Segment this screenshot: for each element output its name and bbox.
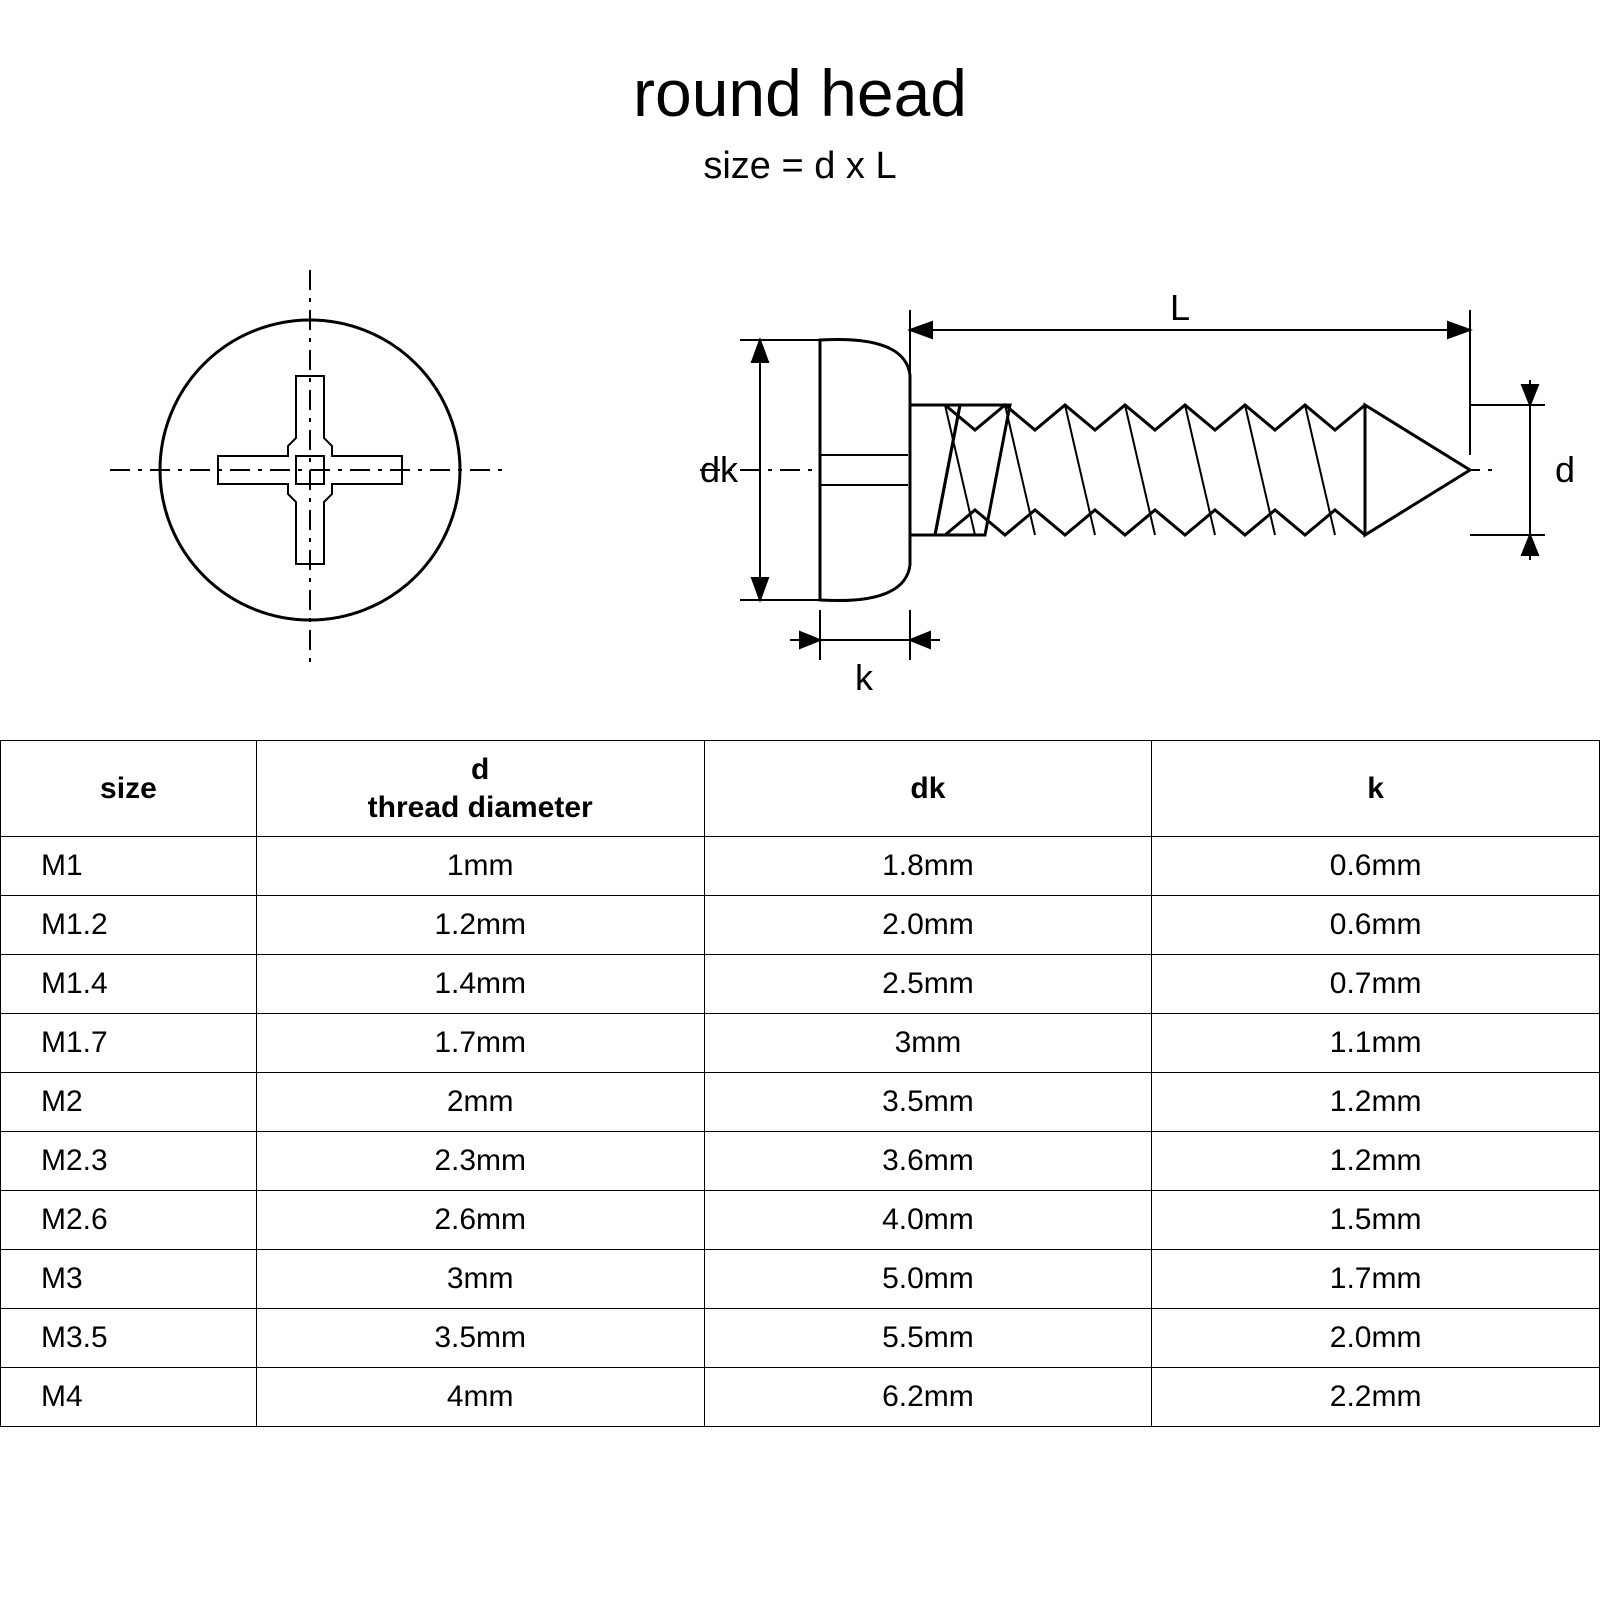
cell-size: M1.4 [1, 955, 257, 1014]
side-view: dk k [700, 287, 1575, 698]
screw-threads [910, 405, 1470, 535]
cell-d: 2.3mm [256, 1132, 704, 1191]
cell-size: M1 [1, 837, 257, 896]
cell-k: 2.2mm [1152, 1368, 1600, 1427]
page-subtitle: size = d x L [0, 145, 1600, 188]
cell-size: M2 [1, 1073, 257, 1132]
cell-dk: 3mm [704, 1014, 1152, 1073]
cell-dk: 3.6mm [704, 1132, 1152, 1191]
cell-dk: 1.8mm [704, 837, 1152, 896]
cell-k: 1.2mm [1152, 1073, 1600, 1132]
table-row: M22mm3.5mm1.2mm [1, 1073, 1600, 1132]
cell-k: 1.2mm [1152, 1132, 1600, 1191]
cell-dk: 3.5mm [704, 1073, 1152, 1132]
table-row: M1.21.2mm2.0mm0.6mm [1, 896, 1600, 955]
cell-dk: 5.5mm [704, 1309, 1152, 1368]
cell-d: 1.7mm [256, 1014, 704, 1073]
cell-size: M2.3 [1, 1132, 257, 1191]
cell-k: 0.6mm [1152, 896, 1600, 955]
table-row: M11mm1.8mm0.6mm [1, 837, 1600, 896]
table-row: M3.53.5mm5.5mm2.0mm [1, 1309, 1600, 1368]
cell-dk: 6.2mm [704, 1368, 1152, 1427]
cell-dk: 2.0mm [704, 896, 1152, 955]
label-dk: dk [700, 449, 739, 490]
table-row: M2.62.6mm4.0mm1.5mm [1, 1191, 1600, 1250]
cell-size: M3.5 [1, 1309, 257, 1368]
cell-size: M4 [1, 1368, 257, 1427]
table-row: M1.41.4mm2.5mm0.7mm [1, 955, 1600, 1014]
table-row: M2.32.3mm3.6mm1.2mm [1, 1132, 1600, 1191]
top-view [110, 270, 510, 670]
cell-size: M1.7 [1, 1014, 257, 1073]
label-L: L [1170, 287, 1190, 328]
cell-size: M2.6 [1, 1191, 257, 1250]
col-d: d thread diameter [256, 741, 704, 837]
table-row: M33mm5.0mm1.7mm [1, 1250, 1600, 1309]
cell-size: M3 [1, 1250, 257, 1309]
table-header-row: size d thread diameter dk k [1, 741, 1600, 837]
cell-size: M1.2 [1, 896, 257, 955]
cell-dk: 2.5mm [704, 955, 1152, 1014]
col-size: size [1, 741, 257, 837]
cell-k: 1.5mm [1152, 1191, 1600, 1250]
cell-d: 1mm [256, 837, 704, 896]
cell-k: 2.0mm [1152, 1309, 1600, 1368]
page-title: round head [0, 55, 1600, 131]
cell-k: 1.7mm [1152, 1250, 1600, 1309]
screw-diagram: dk k [0, 230, 1600, 710]
cell-dk: 5.0mm [704, 1250, 1152, 1309]
col-k: k [1152, 741, 1600, 837]
col-dk: dk [704, 741, 1152, 837]
table-row: M44mm6.2mm2.2mm [1, 1368, 1600, 1427]
label-d: d [1555, 449, 1575, 490]
label-k: k [855, 657, 874, 698]
cell-d: 1.2mm [256, 896, 704, 955]
cell-dk: 4.0mm [704, 1191, 1152, 1250]
diagram-svg: dk k [0, 230, 1600, 710]
cell-k: 0.6mm [1152, 837, 1600, 896]
cell-d: 3.5mm [256, 1309, 704, 1368]
cell-d: 2.6mm [256, 1191, 704, 1250]
cell-d: 1.4mm [256, 955, 704, 1014]
cell-d: 4mm [256, 1368, 704, 1427]
table-row: M1.71.7mm3mm1.1mm [1, 1014, 1600, 1073]
size-table: size d thread diameter dk k M11mm1.8mm0.… [0, 740, 1600, 1427]
cell-k: 0.7mm [1152, 955, 1600, 1014]
cell-d: 3mm [256, 1250, 704, 1309]
cell-d: 2mm [256, 1073, 704, 1132]
cell-k: 1.1mm [1152, 1014, 1600, 1073]
